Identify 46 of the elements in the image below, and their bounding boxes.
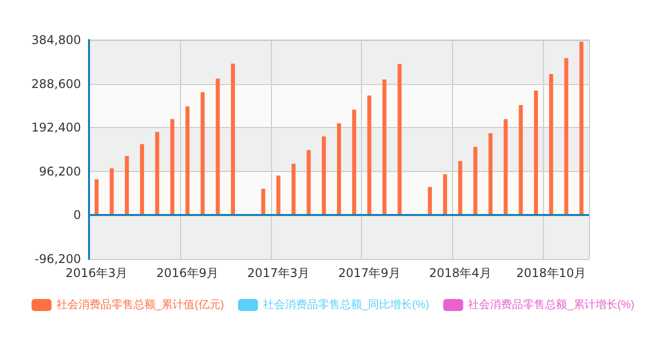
x-tick-label: 2016年3月 (65, 266, 128, 280)
y-tick-label: -96,200 (34, 252, 81, 266)
bar (170, 119, 174, 216)
y-tick-label: 192,400 (31, 120, 81, 135)
bar (337, 123, 341, 216)
x-tick-label: 2017年3月 (247, 266, 310, 280)
y-tick-label: 384,800 (31, 33, 81, 47)
bar (398, 64, 402, 216)
bar (367, 95, 372, 216)
x-tick-label: 2016年9月 (156, 266, 219, 280)
bar (292, 164, 296, 216)
x-tick-label: 2018年10月 (516, 266, 586, 280)
bar (564, 58, 568, 216)
legend-label: 社会消费品零售总额_累计增长(%) (468, 298, 634, 311)
bar (306, 150, 311, 216)
bar (140, 144, 144, 216)
bar (473, 146, 478, 216)
bar (124, 156, 129, 216)
bar (216, 78, 220, 216)
legend-label: 社会消费品零售总额_累计值(亿元) (56, 298, 224, 311)
bar (155, 132, 160, 216)
bar (488, 133, 493, 216)
y-tick-label: 96,200 (39, 164, 81, 178)
bar (200, 92, 205, 216)
bar (443, 174, 448, 216)
bar (276, 176, 280, 216)
bar (352, 110, 356, 216)
y-tick-label: 0 (73, 208, 81, 222)
bar (579, 42, 584, 216)
x-tick-label: 2018年4月 (429, 266, 492, 280)
legend-label: 社会消费品零售总额_同比增长(%) (262, 298, 430, 311)
bar (230, 64, 235, 216)
bar (110, 168, 114, 216)
bar (504, 119, 508, 216)
bar (549, 74, 554, 216)
bar (458, 161, 462, 216)
bar (382, 80, 386, 216)
bar (534, 90, 538, 216)
bar (518, 105, 523, 216)
bar (428, 186, 432, 216)
bar (94, 179, 99, 216)
bar (185, 106, 190, 216)
bar (322, 136, 326, 216)
y-tick-label: 288,600 (31, 76, 81, 91)
x-tick-label: 2017年9月 (338, 266, 400, 280)
bar (261, 188, 266, 216)
